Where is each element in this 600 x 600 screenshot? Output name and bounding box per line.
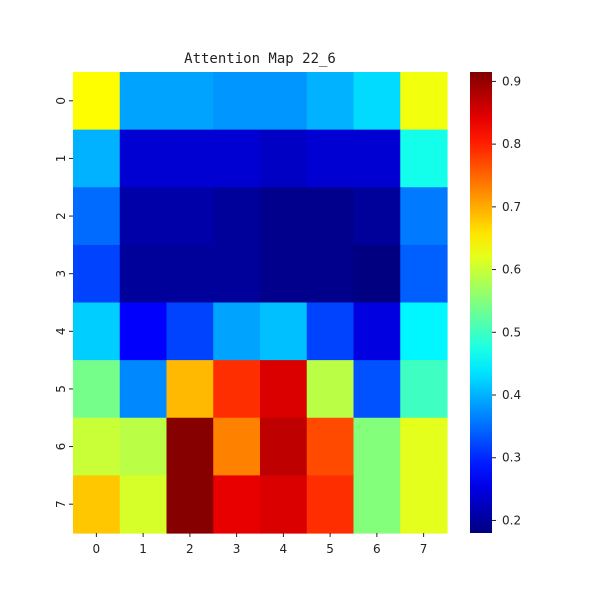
y-tick-label: 6 xyxy=(54,443,68,451)
heatmap-cell xyxy=(353,244,401,304)
heatmap-cell xyxy=(353,129,401,188)
heatmap-cell xyxy=(166,417,214,476)
heatmap-cell xyxy=(306,475,355,534)
heatmap-cell xyxy=(166,475,214,534)
y-tick-label: 4 xyxy=(54,327,68,335)
heatmap-cell xyxy=(400,129,448,188)
heatmap-cell xyxy=(260,72,308,131)
heatmap-cell xyxy=(119,417,168,476)
heatmap-cell xyxy=(260,360,308,419)
heatmap-cell xyxy=(73,187,121,246)
heatmap-cell xyxy=(73,244,121,304)
heatmap-cell xyxy=(119,244,168,304)
y-tick-label: 5 xyxy=(54,385,68,393)
heatmap-cell xyxy=(166,244,214,304)
heatmap-cell xyxy=(353,417,401,476)
y-tick-label: 7 xyxy=(54,500,68,508)
heatmap-cell xyxy=(306,302,355,361)
heatmap-cell xyxy=(400,187,448,246)
x-tick-label: 3 xyxy=(233,542,241,556)
heatmap-cell xyxy=(353,302,401,361)
y-tick-label: 0 xyxy=(54,97,68,105)
colorbar-tick-label: 0.7 xyxy=(502,200,521,214)
heatmap-cell xyxy=(166,187,214,246)
y-axis: 0 1 2 3 4 5 6 7 xyxy=(54,97,73,508)
heatmap-cell xyxy=(260,129,308,188)
x-tick-label: 6 xyxy=(373,542,381,556)
x-tick-label: 2 xyxy=(186,542,194,556)
colorbar-tick-label: 0.8 xyxy=(502,137,521,151)
heatmap-cell xyxy=(166,72,214,131)
heatmap-cell xyxy=(119,72,168,131)
heatmap-cell xyxy=(400,360,448,419)
heatmap-cell xyxy=(306,72,355,131)
heatmap-cell xyxy=(166,302,214,361)
x-tick-label: 0 xyxy=(93,542,101,556)
heatmap-cell xyxy=(306,417,355,476)
heatmap-cell xyxy=(213,475,261,534)
heatmap-cell xyxy=(213,129,261,188)
heatmap-cell xyxy=(353,475,401,534)
heatmap-cell xyxy=(260,187,308,246)
x-tick-label: 5 xyxy=(326,542,334,556)
colorbar-tick-label: 0.5 xyxy=(502,325,521,339)
heatmap-cell xyxy=(306,360,355,419)
colorbar-tick-label: 0.6 xyxy=(502,263,521,277)
heatmap-cell xyxy=(119,302,168,361)
heatmap-cell xyxy=(400,72,448,131)
heatmap-cell xyxy=(73,360,121,419)
heatmap-cell xyxy=(166,360,214,419)
heatmap-cell xyxy=(213,72,261,131)
colorbar-tick-label: 0.2 xyxy=(502,513,521,527)
heatmap-cell xyxy=(166,129,214,188)
heatmap-cell xyxy=(400,244,448,304)
heatmap-cell xyxy=(306,129,355,188)
heatmap-cell xyxy=(213,302,261,361)
x-tick-label: 4 xyxy=(280,542,288,556)
heatmap-cell xyxy=(260,475,308,534)
x-axis: 0 1 2 3 4 5 6 7 xyxy=(93,533,428,556)
heatmap-cell xyxy=(260,417,308,476)
heatmap-cell xyxy=(306,244,355,304)
y-tick-label: 1 xyxy=(54,155,68,163)
heatmap-cell xyxy=(213,244,261,304)
heatmap-cell xyxy=(73,417,121,476)
heatmap-cell xyxy=(119,129,168,188)
heatmap-cell xyxy=(119,187,168,246)
heatmap-cell xyxy=(260,302,308,361)
heatmap-cell xyxy=(73,129,121,188)
heatmap-cell xyxy=(213,187,261,246)
heatmap-cell xyxy=(73,475,121,534)
x-tick-label: 1 xyxy=(139,542,147,556)
heatmap-cell xyxy=(213,360,261,419)
heatmap-cell xyxy=(119,475,168,534)
heatmap-cell xyxy=(353,360,401,419)
y-tick-label: 2 xyxy=(54,212,68,220)
colorbar-tick-label: 0.4 xyxy=(502,388,521,402)
heatmap-cell xyxy=(400,302,448,361)
heatmap-cell xyxy=(306,187,355,246)
heatmap-cell xyxy=(73,72,121,131)
heatmap-cell xyxy=(260,244,308,304)
y-tick-label: 3 xyxy=(54,270,68,278)
heatmap-cell xyxy=(73,302,121,361)
heatmap-cell xyxy=(353,72,401,131)
heatmap-cell xyxy=(400,475,448,534)
heatmap-cells xyxy=(73,72,448,534)
heatmap-cell xyxy=(213,417,261,476)
heatmap-cell xyxy=(400,417,448,476)
colorbar xyxy=(470,72,492,533)
colorbar-tick-label: 0.3 xyxy=(502,451,521,465)
heatmap-cell xyxy=(119,360,168,419)
heatmap-cell xyxy=(353,187,401,246)
x-tick-label: 7 xyxy=(420,542,428,556)
colorbar-tick-label: 0.9 xyxy=(502,74,521,88)
colorbar-axis: 0.2 0.3 0.4 0.5 0.6 0.7 0.8 0.9 xyxy=(492,74,521,527)
chart-title: Attention Map 22_6 xyxy=(184,51,336,67)
